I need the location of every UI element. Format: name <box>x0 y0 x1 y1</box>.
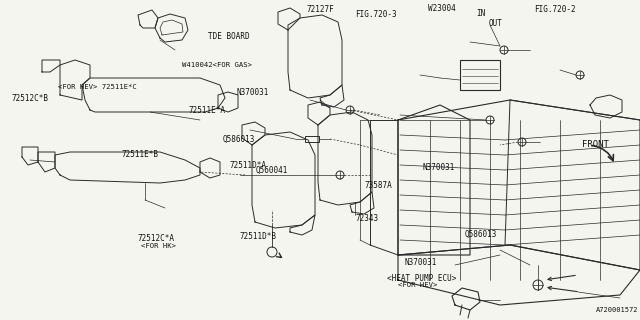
Text: FRONT: FRONT <box>582 140 609 149</box>
Text: W410042<FOR GAS>: W410042<FOR GAS> <box>182 62 252 68</box>
Text: <FOR HK>: <FOR HK> <box>141 243 176 249</box>
Text: IN: IN <box>476 9 485 18</box>
Text: <FOR HEV> 72511E*C: <FOR HEV> 72511E*C <box>58 84 136 90</box>
Bar <box>305 136 319 142</box>
Text: <FOR HEV>: <FOR HEV> <box>398 283 438 288</box>
Text: FIG.720-3: FIG.720-3 <box>355 10 397 19</box>
Text: N370031: N370031 <box>236 88 269 97</box>
Text: Q586013: Q586013 <box>465 230 497 239</box>
Text: TDE BOARD: TDE BOARD <box>208 32 250 41</box>
Text: 72511D*B: 72511D*B <box>240 232 277 241</box>
Text: 72511D*A: 72511D*A <box>229 161 266 170</box>
Text: Q586013: Q586013 <box>223 135 255 144</box>
Text: 73587A: 73587A <box>365 181 392 190</box>
Text: N370031: N370031 <box>404 258 437 267</box>
Text: 72511E*A: 72511E*A <box>189 106 226 115</box>
Text: 72512C*B: 72512C*B <box>12 94 49 103</box>
Text: 72343: 72343 <box>355 214 378 223</box>
Text: Q560041: Q560041 <box>256 166 289 175</box>
Text: 72511E*B: 72511E*B <box>122 150 159 159</box>
Text: 72512C*A: 72512C*A <box>138 234 175 243</box>
Text: FIG.720-2: FIG.720-2 <box>534 5 576 14</box>
Text: 72127F: 72127F <box>306 5 334 14</box>
Text: N370031: N370031 <box>422 163 455 172</box>
Text: A720001572: A720001572 <box>596 307 639 313</box>
Text: W23004: W23004 <box>428 4 456 13</box>
Text: OUT: OUT <box>489 19 503 28</box>
Bar <box>460 60 500 90</box>
Text: <HEAT PUMP ECU>: <HEAT PUMP ECU> <box>387 274 456 283</box>
